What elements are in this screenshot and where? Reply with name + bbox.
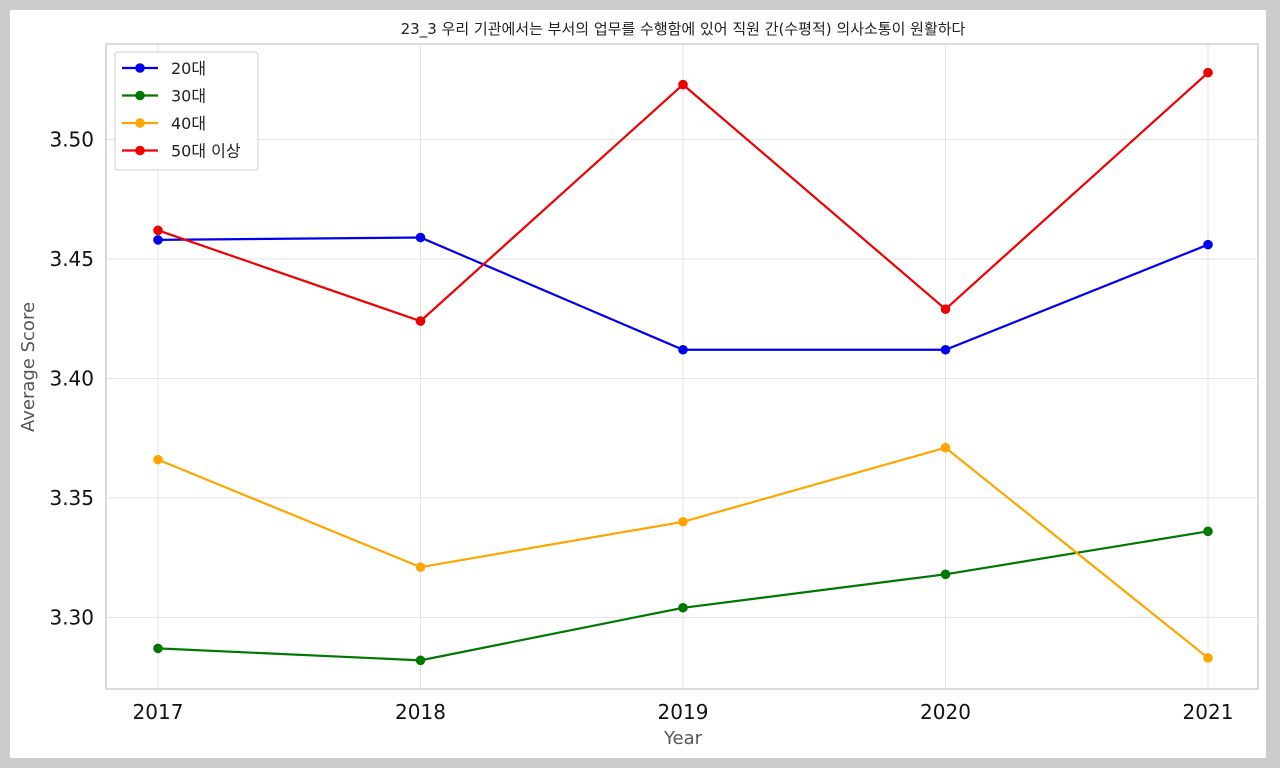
chart-title: 23_3 우리 기관에서는 부서의 업무를 수행함에 있어 직원 간(수평적) …: [401, 20, 966, 39]
series-4: [153, 67, 1213, 326]
legend-marker: [135, 145, 145, 156]
tick-layer: 2017 2018 2019 2020 2021 3.30 3.35 3.40 3.45 3.50: [49, 128, 1233, 724]
data-point: [940, 442, 951, 453]
plot-area-border: [105, 43, 1259, 690]
legend-item: 20대: [122, 59, 206, 78]
data-point: [678, 602, 688, 613]
grid-layer: [106, 44, 1258, 689]
data-point: [153, 235, 163, 245]
legend-marker: [135, 90, 145, 101]
x-tick-label: 2021: [1183, 700, 1234, 724]
x-tick-label: 2020: [920, 700, 971, 724]
line-chart: 2017 2018 2019 2020 2021 3.30 3.35 3.40 3.45 3.50…: [18, 20, 1259, 749]
data-point: [153, 454, 163, 465]
data-point: [940, 304, 951, 314]
legend-item: 50대 이상: [122, 142, 241, 161]
chart-frame: 2017 2018 2019 2020 2021 3.30 3.35 3.40 3.45 3.50…: [10, 10, 1266, 758]
data-point: [1203, 67, 1213, 78]
data-point: [1203, 653, 1213, 663]
x-tick-label: 2019: [658, 700, 709, 724]
data-point: [415, 232, 426, 243]
data-point: [1203, 526, 1213, 537]
series-layer: [153, 67, 1213, 666]
data-point: [415, 316, 426, 326]
x-tick-label: 2017: [133, 700, 184, 724]
series-2: [153, 526, 1213, 666]
series-3: [153, 442, 1213, 663]
data-point: [153, 643, 163, 654]
y-tick-label: 3.35: [49, 486, 94, 510]
legend-marker: [135, 63, 145, 73]
data-point: [678, 516, 688, 527]
data-point: [415, 562, 426, 572]
y-tick-label: 3.30: [49, 605, 94, 629]
data-point: [153, 225, 163, 236]
y-tick-label: 3.50: [49, 128, 94, 152]
y-tick-label: 3.40: [49, 366, 94, 390]
data-point: [1203, 239, 1213, 250]
y-tick-label: 3.45: [49, 247, 94, 271]
data-point: [678, 79, 688, 90]
legend: 20대 30대 40대 50대 이상: [114, 51, 259, 171]
data-point: [678, 344, 688, 355]
legend-label: 40대: [171, 114, 206, 133]
legend-marker: [135, 118, 145, 128]
data-point: [415, 655, 426, 666]
legend-label: 50대 이상: [171, 142, 241, 161]
legend-box: [114, 51, 259, 171]
data-point: [940, 569, 951, 580]
x-tick-label: 2018: [395, 700, 446, 724]
y-axis-label: Average Score: [18, 302, 39, 432]
legend-label: 30대: [171, 87, 206, 106]
data-point: [940, 344, 951, 355]
series-1: [153, 232, 1213, 355]
legend-label: 20대: [171, 59, 206, 78]
legend-item: 40대: [122, 114, 206, 133]
x-axis-label: Year: [663, 728, 703, 749]
legend-item: 30대: [122, 87, 206, 106]
